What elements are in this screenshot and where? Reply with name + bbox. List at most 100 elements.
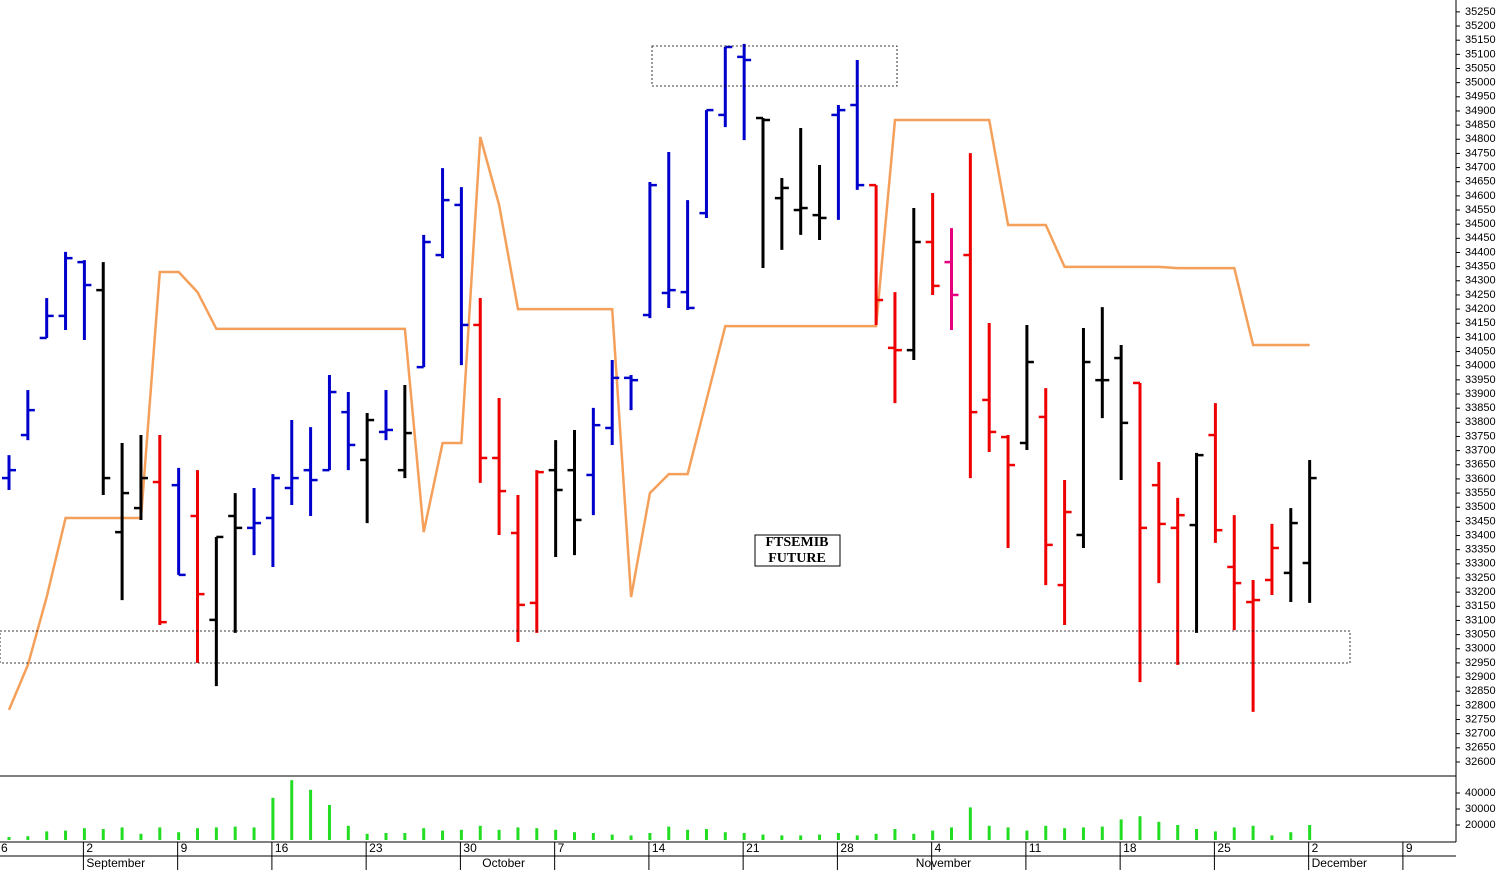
volume-bar bbox=[139, 833, 143, 840]
x-tick-label: 11 bbox=[1029, 841, 1042, 855]
volume-bar bbox=[629, 835, 633, 840]
volume-bar bbox=[742, 833, 746, 840]
volume-bar bbox=[1044, 825, 1048, 840]
volume-bar bbox=[912, 833, 916, 840]
volume-bar bbox=[950, 827, 953, 840]
volume-bar bbox=[968, 807, 972, 840]
x-tick-label: 25 bbox=[1217, 841, 1231, 855]
volume-bar bbox=[1119, 819, 1123, 840]
y-tick-label: 34200 bbox=[1465, 303, 1496, 315]
y-tick-label: 33900 bbox=[1465, 388, 1496, 400]
volume-bar bbox=[1006, 827, 1010, 840]
y-tick-label: 33750 bbox=[1465, 430, 1496, 442]
y-tick-label: 35050 bbox=[1465, 62, 1496, 74]
volume-bar bbox=[723, 832, 727, 840]
volume-bar bbox=[365, 833, 369, 840]
volume-bar bbox=[82, 828, 86, 840]
y-tick-label: 34550 bbox=[1465, 204, 1496, 216]
y-tick-label: 33950 bbox=[1465, 374, 1496, 386]
y-tick-label: 33700 bbox=[1465, 445, 1496, 457]
x-tick-label: 9 bbox=[181, 841, 188, 855]
volume-bar bbox=[780, 835, 784, 840]
y-tick-label: 33300 bbox=[1465, 558, 1496, 570]
volume-bar bbox=[516, 827, 520, 840]
month-label: October bbox=[482, 856, 525, 870]
volume-bar bbox=[1270, 835, 1274, 840]
y-tick-label: 34750 bbox=[1465, 147, 1496, 159]
volume-bar bbox=[893, 829, 897, 840]
volume-bar bbox=[610, 834, 614, 840]
x-tick-label: 2 bbox=[86, 841, 93, 855]
volume-bar bbox=[26, 836, 30, 840]
volume-bar bbox=[45, 831, 49, 840]
volume-bar bbox=[818, 834, 822, 840]
volume-bar bbox=[987, 825, 991, 840]
volume-bar bbox=[591, 833, 595, 840]
y-tick-label: 33000 bbox=[1465, 643, 1496, 655]
volume-bar bbox=[177, 832, 181, 840]
volume-bar bbox=[384, 833, 388, 840]
volume-bar bbox=[855, 835, 859, 840]
month-label: September bbox=[86, 856, 145, 870]
volume-bar bbox=[1195, 829, 1199, 840]
y-tick-label: 30000 bbox=[1465, 803, 1496, 815]
y-tick-label: 35250 bbox=[1465, 6, 1496, 18]
y-tick-label: 32950 bbox=[1465, 657, 1496, 669]
support-zone bbox=[0, 630, 1351, 664]
volume-bar bbox=[233, 826, 237, 840]
y-tick-label: 34150 bbox=[1465, 317, 1496, 329]
volume-bar bbox=[309, 789, 313, 840]
volume-bar bbox=[7, 837, 11, 840]
x-tick-label: 23 bbox=[369, 841, 383, 855]
volume-bar bbox=[667, 826, 671, 840]
y-tick-label: 35150 bbox=[1465, 34, 1496, 46]
volume-bar bbox=[1232, 827, 1236, 840]
y-tick-label: 35200 bbox=[1465, 20, 1496, 32]
y-tick-label: 34400 bbox=[1465, 246, 1496, 258]
y-tick-label: 34100 bbox=[1465, 331, 1496, 343]
y-tick-label: 33850 bbox=[1465, 402, 1496, 414]
x-tick-label: 6 bbox=[1, 841, 8, 855]
y-tick-label: 32850 bbox=[1465, 685, 1496, 697]
y-tick-label: 34350 bbox=[1465, 261, 1496, 273]
y-tick-label: 35100 bbox=[1465, 48, 1496, 60]
y-tick-label: 32900 bbox=[1465, 671, 1496, 683]
y-tick-label: 20000 bbox=[1465, 819, 1496, 831]
volume-bar bbox=[196, 828, 199, 840]
volume-bar bbox=[648, 833, 652, 840]
volume-bar bbox=[346, 825, 350, 840]
trend-line bbox=[7, 118, 1310, 711]
x-tick-label: 9 bbox=[1406, 841, 1413, 855]
y-tick-label: 33250 bbox=[1465, 572, 1496, 584]
volume-bar bbox=[64, 830, 68, 840]
volume-bar bbox=[1308, 825, 1312, 840]
volume-bar bbox=[1251, 825, 1255, 840]
y-tick-label: 34800 bbox=[1465, 133, 1496, 145]
volume-bar bbox=[441, 830, 445, 840]
volume-bar bbox=[554, 829, 558, 840]
x-tick-label: 18 bbox=[1123, 841, 1137, 855]
volume-bar bbox=[214, 827, 218, 840]
volume-bar bbox=[1025, 830, 1029, 840]
volume-bar bbox=[1157, 821, 1161, 840]
y-tick-label: 35000 bbox=[1465, 77, 1496, 89]
volume-bar bbox=[422, 828, 426, 840]
x-tick-label: 30 bbox=[463, 841, 477, 855]
annotation-box bbox=[754, 534, 841, 567]
volume-bar bbox=[290, 780, 294, 840]
y-tick-label: 34500 bbox=[1465, 218, 1496, 230]
volume-bar bbox=[1176, 825, 1180, 840]
y-tick-label: 33350 bbox=[1465, 544, 1496, 556]
x-tick-label: 14 bbox=[652, 841, 666, 855]
y-tick-label: 34450 bbox=[1465, 232, 1496, 244]
volume-bar bbox=[403, 833, 407, 840]
volume-bar bbox=[1081, 827, 1085, 840]
volume-bar bbox=[704, 829, 708, 840]
volume-bar bbox=[120, 827, 124, 840]
x-tick-label: 4 bbox=[935, 841, 942, 855]
volume-bar bbox=[1063, 828, 1067, 840]
y-tick-label: 34050 bbox=[1465, 345, 1496, 357]
x-tick-label: 7 bbox=[558, 841, 565, 855]
x-tick-label: 2 bbox=[1312, 841, 1319, 855]
